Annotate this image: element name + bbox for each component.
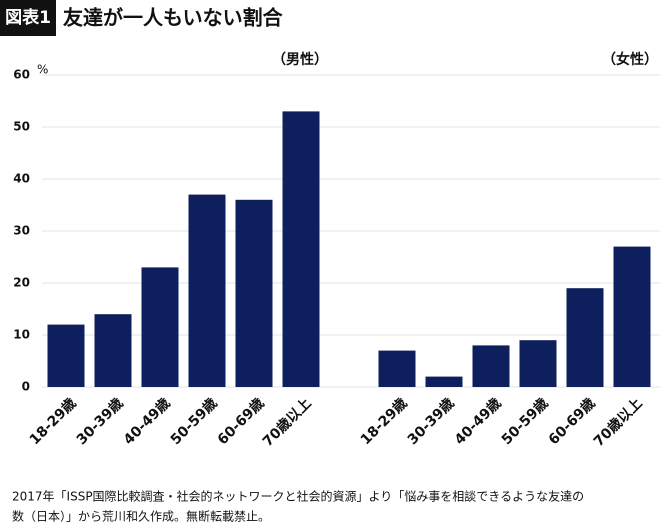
note-line: 2017年「ISSP国際比較調査・社会的ネットワークと社会的資源」より「悩み事を…: [12, 489, 584, 504]
bar: [141, 267, 179, 387]
bar: [188, 194, 226, 387]
y-tick-label: 20: [13, 276, 30, 290]
x-tick-label: 18-29歳: [357, 395, 411, 449]
badge: 図表1: [5, 7, 51, 28]
note-line: 数（日本）」から荒川和久作成。無断転載禁止。: [12, 509, 270, 524]
bar: [425, 376, 463, 387]
y-tick-label: 0: [22, 380, 30, 394]
x-tick-label: 50-59歳: [167, 395, 221, 449]
bar: [519, 340, 557, 387]
chart-title: 友達が一人もいない割合: [63, 6, 284, 30]
x-tick-label: 50-59歳: [498, 395, 552, 449]
bar: [378, 350, 416, 387]
bar: [94, 314, 132, 387]
y-tick-label: 50: [13, 120, 30, 134]
bar: [235, 199, 273, 387]
unit-label: %: [37, 63, 48, 77]
bar: [47, 324, 85, 387]
bar: [282, 111, 320, 388]
bar: [613, 246, 651, 387]
x-tick-label: 40-49歳: [120, 395, 174, 449]
x-tick-label: 70歳以上: [590, 395, 645, 450]
group-label: （女性）: [602, 51, 658, 68]
y-tick-label: 40: [13, 172, 30, 186]
bar: [566, 288, 604, 387]
x-tick-label: 30-39歳: [404, 395, 458, 449]
x-tick-label: 60-69歳: [545, 395, 599, 449]
y-tick-label: 60: [13, 68, 30, 82]
y-tick-label: 10: [13, 328, 30, 342]
x-tick-label: 40-49歳: [451, 395, 505, 449]
y-tick-label: 30: [13, 224, 30, 238]
x-tick-label: 30-39歳: [73, 395, 127, 449]
x-tick-label: 70歳以上: [259, 395, 314, 450]
x-tick-label: 60-69歳: [214, 395, 268, 449]
group-label: （男性）: [272, 51, 328, 68]
x-tick-label: 18-29歳: [26, 395, 80, 449]
bar: [472, 345, 510, 387]
badge-box: [0, 0, 56, 36]
